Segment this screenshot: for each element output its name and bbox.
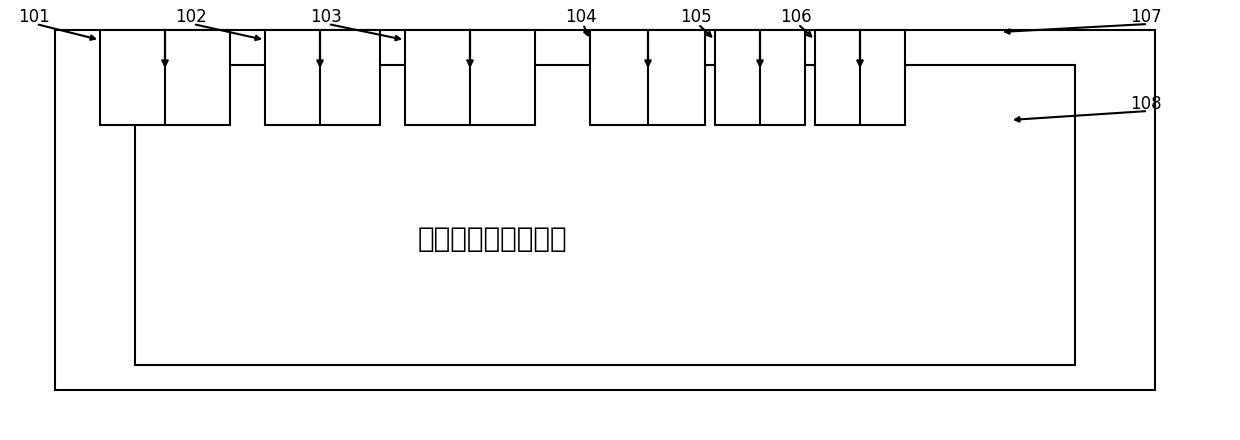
Bar (135, 65, 1075, 365)
Bar (55, 30, 1154, 390)
Text: 108: 108 (1130, 95, 1162, 113)
Bar (405, 30, 534, 125)
Text: 105: 105 (680, 8, 712, 26)
Text: 多台钛泵并联驱动板: 多台钛泵并联驱动板 (418, 225, 567, 253)
Bar (715, 30, 805, 125)
Bar (265, 30, 379, 125)
Text: 106: 106 (780, 8, 812, 26)
Text: 107: 107 (1130, 8, 1162, 26)
Text: 102: 102 (175, 8, 207, 26)
Text: 104: 104 (565, 8, 596, 26)
Text: 101: 101 (19, 8, 50, 26)
Bar (100, 30, 229, 125)
Text: 103: 103 (310, 8, 342, 26)
Bar (590, 30, 706, 125)
Bar (815, 30, 905, 125)
